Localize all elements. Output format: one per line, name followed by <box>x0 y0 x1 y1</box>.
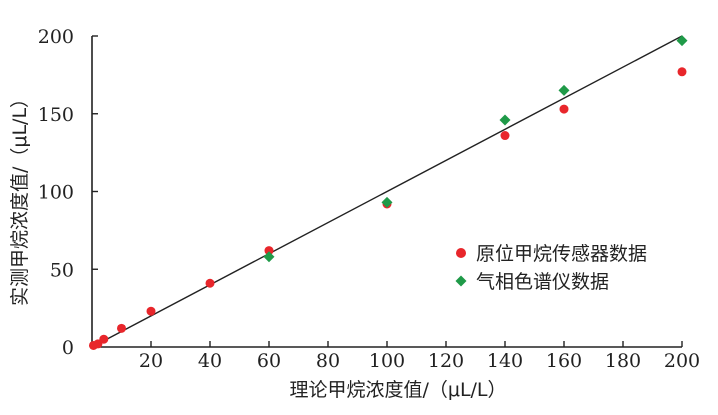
legend-label-sensor: 原位甲烷传感器数据 <box>476 243 647 265</box>
gc-data-point <box>558 84 570 96</box>
x-axis-ticks: 20 40 60 80 100 120 140 160 180 200 <box>139 341 700 372</box>
legend-label-gc: 气相色谱仪数据 <box>476 271 609 293</box>
legend-marker-gc <box>455 275 467 287</box>
sensor-data-point <box>264 246 274 256</box>
sensor-data-point <box>146 306 156 316</box>
x-tick-label: 60 <box>257 350 281 372</box>
sensor-data-point <box>559 104 569 114</box>
y-axis-title: 实测甲烷浓度值/（μL/L） <box>9 89 31 306</box>
x-tick-label: 20 <box>139 350 163 372</box>
x-axis-title: 理论甲烷浓度值/（μL/L） <box>289 379 506 401</box>
y-axis-ticks: 0 50 100 150 200 <box>38 26 98 359</box>
data-points <box>88 35 688 350</box>
x-tick-label: 100 <box>369 350 405 372</box>
x-tick-label: 200 <box>664 350 700 372</box>
reference-line <box>91 35 683 348</box>
gc-data-point <box>381 196 393 208</box>
sensor-data-point <box>677 67 687 77</box>
legend: 原位甲烷传感器数据 气相色谱仪数据 <box>455 243 647 293</box>
y-tick-label: 200 <box>38 26 74 48</box>
x-tick-label: 80 <box>316 350 340 372</box>
x-tick-label: 160 <box>546 350 582 372</box>
x-tick-label: 40 <box>198 350 222 372</box>
y-tick-label: 100 <box>38 182 74 204</box>
sensor-data-point <box>205 278 215 288</box>
y-tick-label: 50 <box>50 259 74 281</box>
sensor-data-point <box>99 334 109 344</box>
sensor-data-point <box>500 131 510 141</box>
plot-area: 20 40 60 80 100 120 140 160 180 200 0 50 100 150 200 <box>38 26 700 372</box>
legend-marker-sensor <box>456 248 466 258</box>
y-tick-label: 0 <box>62 337 74 359</box>
x-tick-label: 180 <box>605 350 641 372</box>
x-tick-label: 140 <box>487 350 523 372</box>
x-tick-label: 120 <box>428 350 464 372</box>
gc-data-point <box>499 114 511 126</box>
y-tick-label: 150 <box>38 104 74 126</box>
gc-data-point <box>263 251 275 263</box>
gc-data-point <box>676 35 688 47</box>
sensor-data-point <box>117 323 126 333</box>
